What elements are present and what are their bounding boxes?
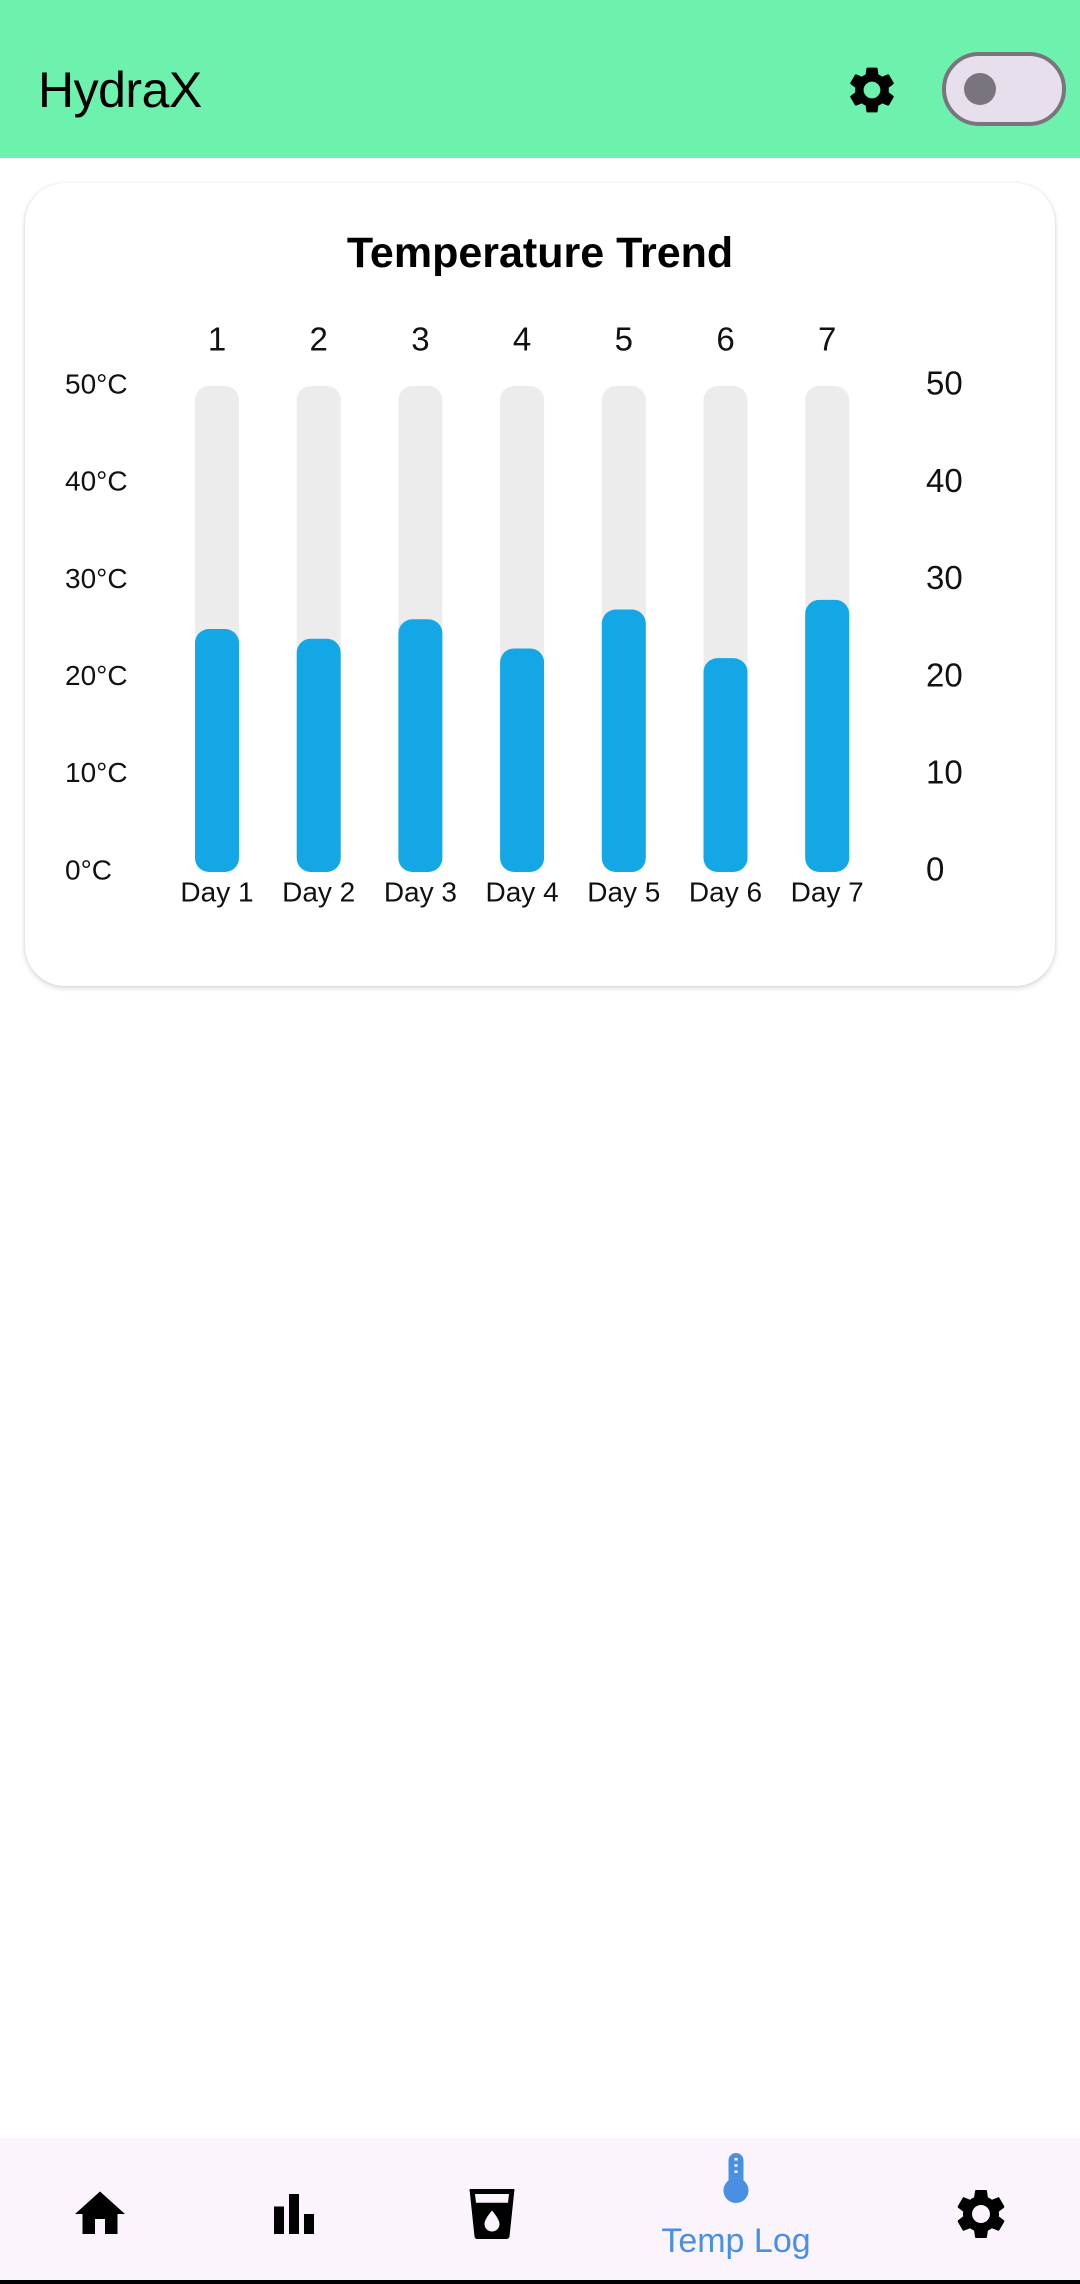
x-axis-category-label: Day 4 bbox=[486, 876, 559, 907]
temperature-bar[interactable] bbox=[296, 638, 341, 872]
left-y-tick-label: 10°C bbox=[65, 757, 128, 788]
x-axis-category-label: Day 2 bbox=[282, 876, 355, 907]
home-icon bbox=[75, 2191, 125, 2234]
bar-top-label: 3 bbox=[411, 321, 429, 358]
left-y-tick-label: 30°C bbox=[65, 563, 128, 594]
right-y-tick-label: 50 bbox=[926, 365, 963, 402]
bar-top-label: 6 bbox=[716, 321, 734, 358]
temperature-bar[interactable] bbox=[703, 658, 748, 872]
right-y-tick-label: 0 bbox=[926, 851, 944, 888]
right-y-tick-label: 10 bbox=[926, 754, 963, 791]
bar-top-label: 7 bbox=[818, 321, 836, 358]
water-cup-icon bbox=[469, 2189, 515, 2239]
nav-item-home[interactable] bbox=[60, 2174, 140, 2254]
left-y-tick-label: 40°C bbox=[65, 466, 128, 497]
left-y-tick-label: 50°C bbox=[65, 368, 128, 399]
temperature-trend-card: Temperature Trend 0°C 10°C 20°C 30°C 40°C 50°… bbox=[25, 183, 1055, 986]
right-y-tick-label: 40 bbox=[926, 462, 963, 499]
toggle-knob bbox=[964, 73, 996, 105]
right-y-tick-label: 20 bbox=[926, 656, 963, 693]
bar-top-label: 4 bbox=[513, 321, 531, 358]
nav-item-temp-log[interactable]: Temp Log bbox=[646, 2148, 826, 2274]
x-axis-category-label: Day 5 bbox=[587, 876, 660, 907]
app-title: HydraX bbox=[38, 62, 202, 118]
bar-top-label: 1 bbox=[208, 321, 226, 358]
temperature-bar[interactable] bbox=[500, 648, 545, 872]
temperature-bar[interactable] bbox=[601, 609, 646, 872]
temperature-bar[interactable] bbox=[195, 629, 239, 872]
gear-icon bbox=[957, 2190, 1005, 2238]
nav-item-stats[interactable] bbox=[254, 2174, 334, 2254]
app-bar: HydraX bbox=[0, 0, 1080, 158]
bottom-navigation-bar: Temp Log bbox=[0, 2138, 1080, 2284]
x-axis-category-label: Day 7 bbox=[791, 876, 864, 907]
temperature-bar[interactable] bbox=[398, 619, 443, 872]
theme-toggle-switch[interactable] bbox=[942, 52, 1066, 126]
nav-item-settings[interactable] bbox=[941, 2174, 1021, 2254]
x-axis-category-label: Day 3 bbox=[384, 876, 457, 907]
right-y-tick-label: 30 bbox=[926, 559, 963, 596]
x-axis-category-label: Day 1 bbox=[180, 876, 253, 907]
x-axis-category-label: Day 6 bbox=[689, 876, 762, 907]
temperature-bar[interactable] bbox=[805, 599, 850, 872]
left-y-tick-label: 20°C bbox=[65, 660, 128, 691]
bar-top-label: 2 bbox=[310, 321, 328, 358]
nav-item-water[interactable] bbox=[452, 2174, 532, 2254]
nav-label-temp-log: Temp Log bbox=[661, 2222, 811, 2260]
bar-chart-icon bbox=[274, 2194, 314, 2234]
gear-icon[interactable] bbox=[844, 62, 900, 118]
temperature-bar-chart: 0°C 10°C 20°C 30°C 40°C 50°C 0 10 20 30 40 50 1 Day 1… bbox=[65, 321, 963, 908]
chart-title: Temperature Trend bbox=[346, 229, 734, 277]
bar-top-label: 5 bbox=[615, 321, 633, 358]
left-y-tick-label: 0°C bbox=[65, 854, 112, 885]
thermometer-icon bbox=[723, 2153, 749, 2203]
bottom-edge-line bbox=[0, 2280, 1080, 2284]
